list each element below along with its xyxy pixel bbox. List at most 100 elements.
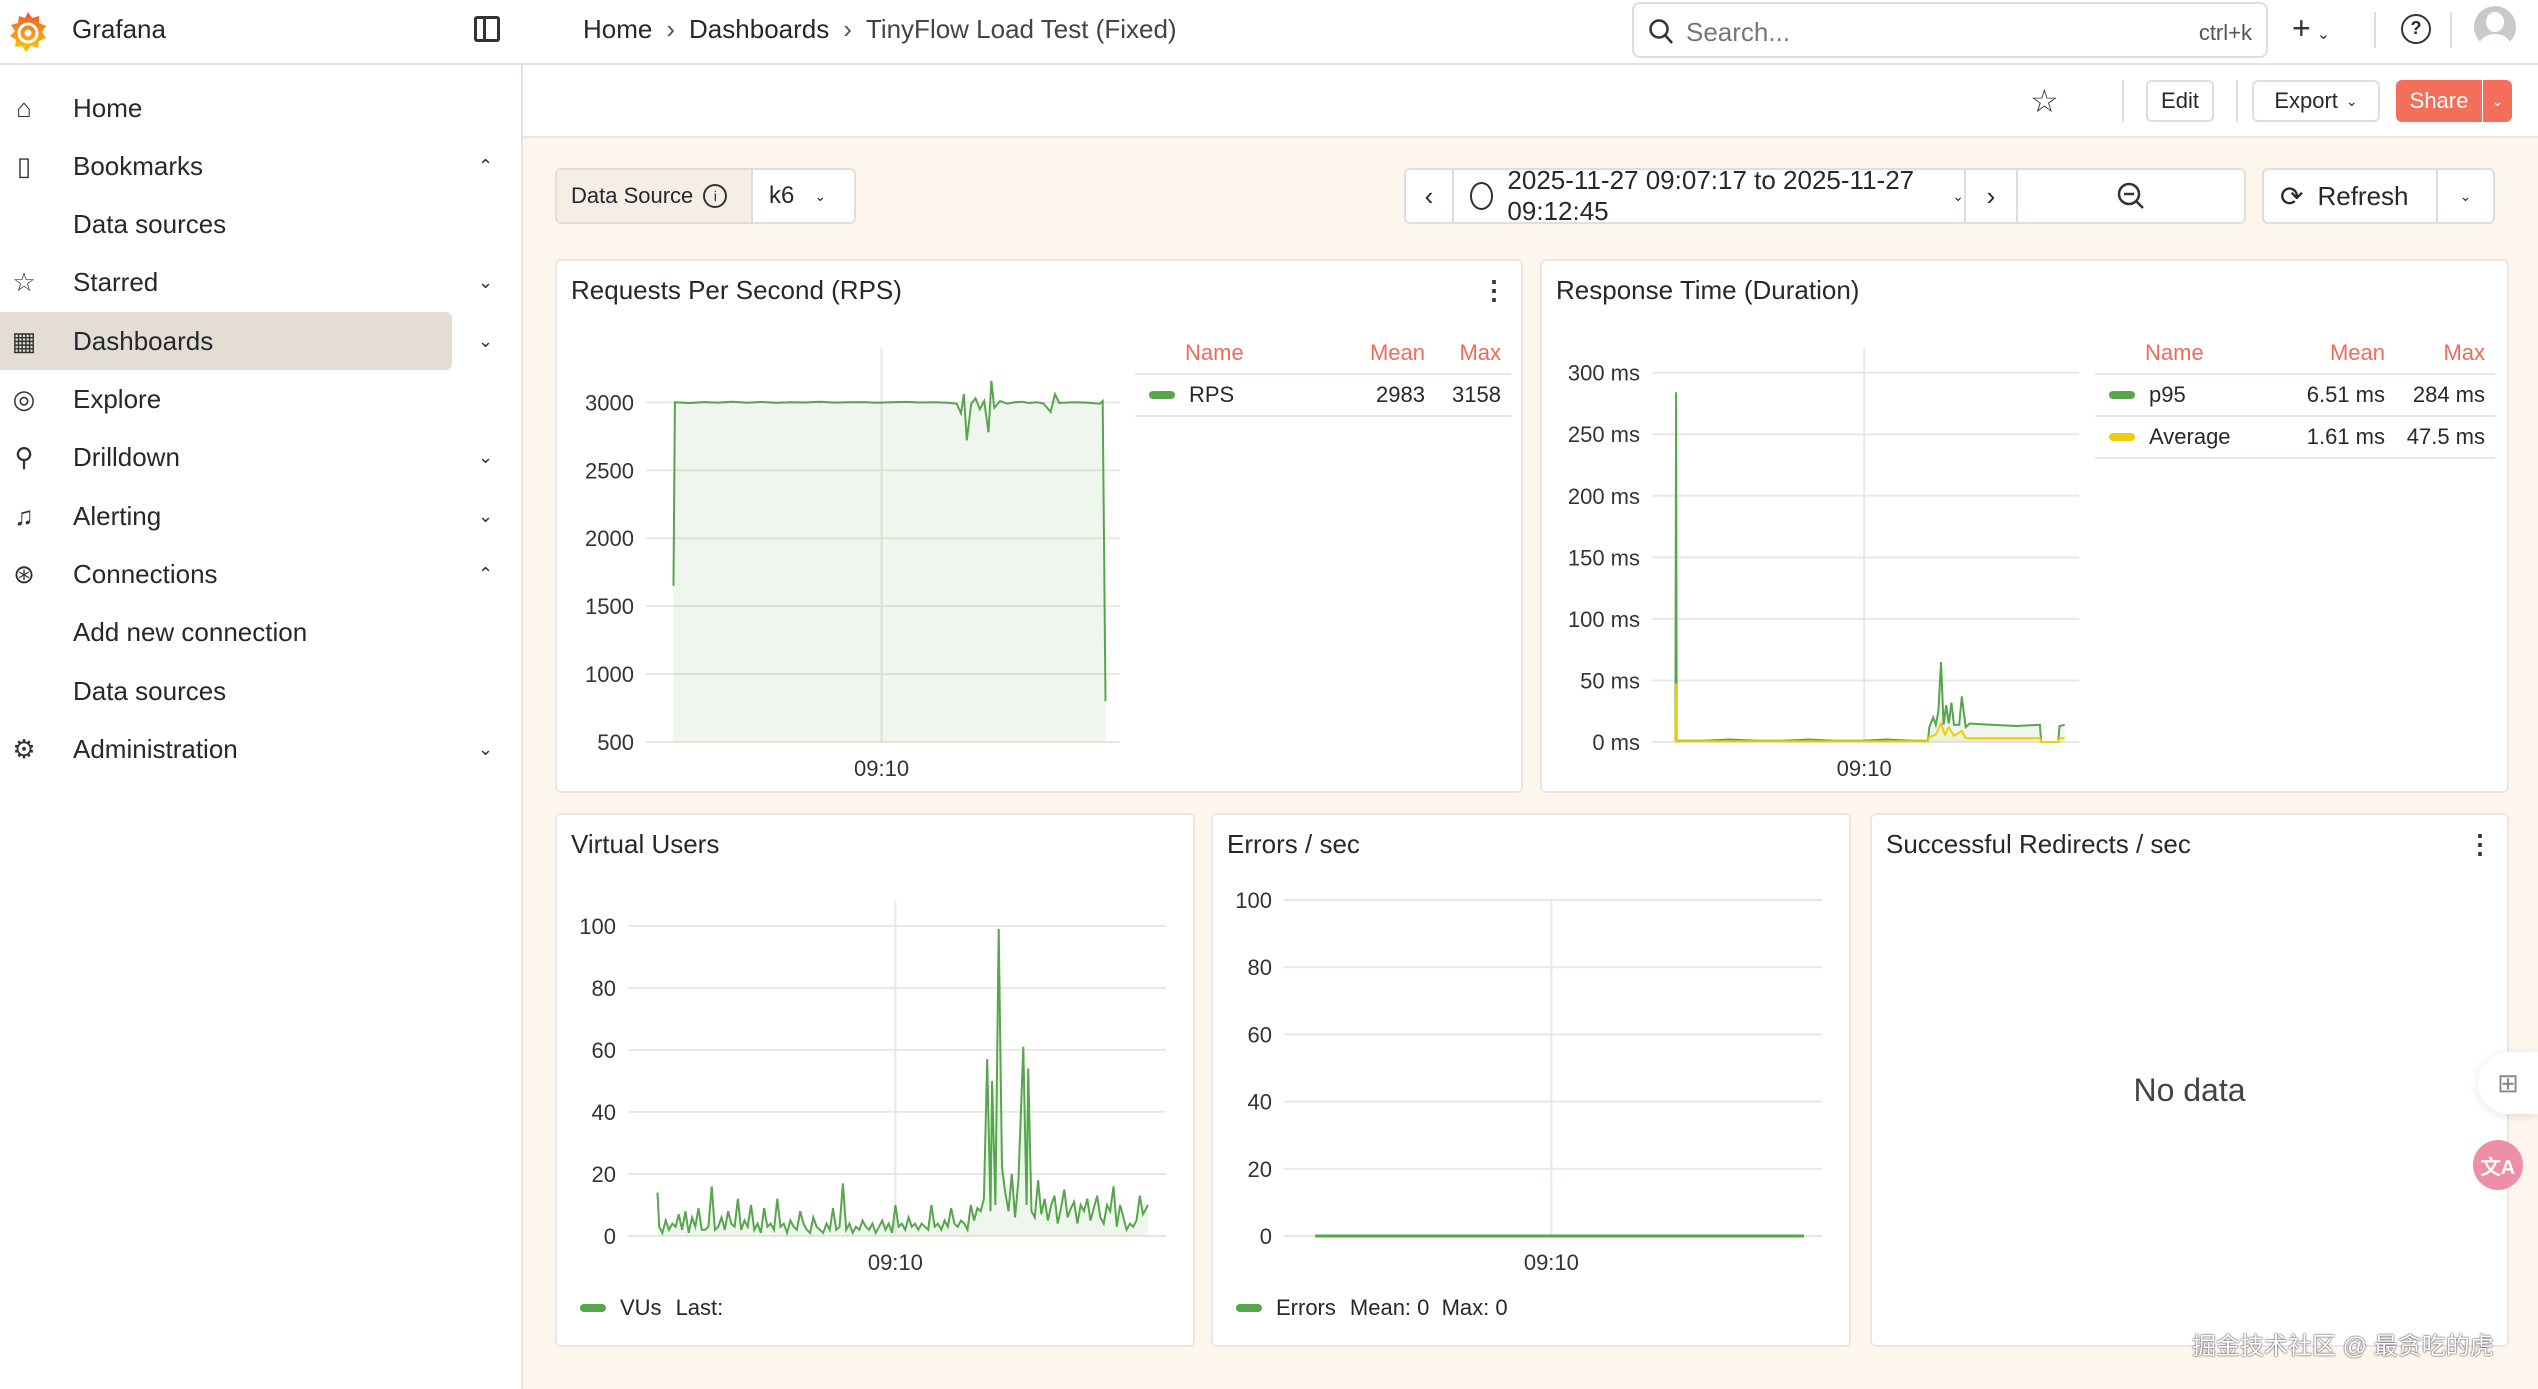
panel-menu-icon[interactable]: ⋮ <box>2467 829 2493 859</box>
new-plus-icon[interactable]: + ⌄ <box>2292 10 2331 46</box>
sidebar-item-alerting[interactable]: ♫ Alerting ⌄ <box>0 487 493 545</box>
chevron-down-icon[interactable]: ⌄ <box>478 447 494 468</box>
export-button[interactable]: Export ⌄ <box>2252 80 2380 122</box>
y-tick-label: 40 <box>1248 1090 1272 1115</box>
panel-virtual-users: Virtual Users 0 20 40 60 80 100 09:10 VUs Last: <box>555 813 1195 1347</box>
legend-row[interactable]: p95 6.51 ms 284 ms <box>2095 375 2495 417</box>
divider <box>2374 12 2376 48</box>
search-shortcut: ctrl+k <box>2198 20 2252 45</box>
virtual-users-chart: 0 20 40 60 80 100 09:10 <box>579 901 1166 1275</box>
time-range-value: 2025-11-27 09:07:17 to 2025-11-27 09:12:… <box>1507 165 1915 226</box>
avatar[interactable] <box>2474 6 2516 48</box>
series-line-p95[interactable] <box>1674 392 2065 743</box>
legend-row[interactable]: Average 1.61 ms 47.5 ms <box>2095 417 2495 459</box>
y-tick-label: 50 ms <box>1580 668 1640 693</box>
sidebar-item-label: Home <box>73 92 143 123</box>
series-color-swatch <box>2109 433 2135 441</box>
panel-title: Requests Per Second (RPS) <box>571 275 902 305</box>
y-tick-label: 0 <box>604 1224 616 1249</box>
zoom-out-icon[interactable] <box>2018 170 2244 222</box>
search-input[interactable]: Search... ctrl+k <box>1632 2 2268 58</box>
legend-header-mean[interactable]: Mean <box>2329 340 2385 365</box>
translate-widget-icon[interactable]: 文A <box>2473 1140 2523 1190</box>
sidebar-item-starred[interactable]: ☆ Starred ⌄ <box>0 254 493 312</box>
sidebar-item-label: Add new connection <box>73 617 308 648</box>
sidebar-item-administration[interactable]: ⚙ Administration ⌄ <box>0 720 493 778</box>
chevron-down-icon: ⌄ <box>1952 187 1964 204</box>
legend-header-max[interactable]: Max <box>2443 340 2485 365</box>
sidebar-item-label: Alerting <box>73 500 162 531</box>
legend-header-name[interactable]: Name <box>1185 340 1244 365</box>
datasource-variable: Data Source i k6 ⌄ <box>555 168 856 224</box>
sidebar-item-dashboards[interactable]: ▦ Dashboards ⌄ <box>0 312 493 371</box>
legend-header-max[interactable]: Max <box>1459 340 1501 365</box>
share-dropdown-chevron-icon[interactable]: ⌄ <box>2483 80 2512 122</box>
chevron-down-icon[interactable]: ⌄ <box>478 505 494 526</box>
sidebar <box>0 65 523 1389</box>
series-line-average[interactable] <box>1674 683 2065 743</box>
share-button[interactable]: Share <box>2396 80 2482 122</box>
chevron-down-icon[interactable]: ⌄ <box>478 272 494 293</box>
refresh-label: Refresh <box>2317 180 2409 211</box>
breadcrumb-dashboards[interactable]: Dashboards <box>689 14 830 44</box>
chevron-up-icon[interactable]: ⌃ <box>478 155 494 176</box>
refresh-icon: ⟳ <box>2280 180 2304 212</box>
home-icon: ⌂ <box>16 92 32 123</box>
edit-button[interactable]: Edit <box>2146 80 2214 122</box>
legend-header-mean[interactable]: Mean <box>1369 340 1425 365</box>
series-area-vus <box>657 928 1148 1236</box>
panel-title: Successful Redirects / sec <box>1886 829 2191 859</box>
breadcrumb: Home › Dashboards › TinyFlow Load Test (Fi… <box>583 14 1177 45</box>
legend-stats: Mean: 0 Max: 0 <box>1349 1295 1508 1320</box>
legend-row[interactable]: RPS 2983 3158 <box>1135 375 1511 417</box>
legend-header-name[interactable]: Name <box>2145 340 2204 365</box>
series-color-swatch <box>1149 391 1175 399</box>
star-icon[interactable]: ☆ <box>2030 83 2059 119</box>
help-icon[interactable]: ? <box>2401 14 2431 44</box>
compass-icon: ◎ <box>12 384 36 414</box>
y-tick-label: 2500 <box>585 458 634 483</box>
sidebar-item-drilldown[interactable]: ⚲ Drilldown ⌄ <box>0 429 493 487</box>
no-data-message: No data <box>2133 1071 2246 1108</box>
datasource-select[interactable]: k6 ⌄ <box>753 170 854 222</box>
y-tick-label: 100 <box>1235 888 1272 913</box>
errors-legend[interactable]: Errors Mean: 0 Max: 0 <box>1236 1295 1508 1321</box>
time-range-button[interactable]: 2025-11-27 09:07:17 to 2025-11-27 09:12:… <box>1454 165 1966 226</box>
rps-legend: Name Mean Max RPS 2983 3158 <box>1135 333 1511 417</box>
breadcrumb-home[interactable]: Home <box>583 14 653 44</box>
chevron-down-icon[interactable]: ⌄ <box>478 330 494 351</box>
y-tick-label: 300 ms <box>1568 361 1640 386</box>
series-area-p95 <box>1675 392 2065 742</box>
refresh-interval-chevron-icon[interactable]: ⌄ <box>2459 187 2472 204</box>
panel-menu-icon[interactable]: ⋮ <box>1481 275 1507 305</box>
vu-legend[interactable]: VUs Last: <box>580 1295 723 1321</box>
sidebar-item-data-sources[interactable]: Data sources <box>0 662 452 720</box>
response-time-chart: 0 ms 50 ms 100 ms 150 ms 200 ms 250 ms 300 ms 0… <box>1568 348 2079 781</box>
series-line-rps[interactable] <box>672 380 1107 702</box>
apps-widget-icon[interactable]: ⊞ <box>2478 1052 2538 1114</box>
sidebar-item-bookmarks[interactable]: ▯ Bookmarks ⌃ <box>0 137 493 195</box>
grafana-logo-icon[interactable] <box>8 10 48 54</box>
chevron-down-icon[interactable]: ⌄ <box>478 738 494 759</box>
sidebar-item-explore[interactable]: ◎ Explore <box>0 371 452 429</box>
chevron-up-icon[interactable]: ⌃ <box>478 563 494 584</box>
datasource-label: Data Source <box>571 183 694 208</box>
info-icon[interactable]: i <box>703 184 728 208</box>
legend-stats: Last: <box>675 1295 724 1320</box>
y-tick-label: 80 <box>1248 955 1272 980</box>
sidebar-item-home[interactable]: ⌂ Home <box>0 79 452 137</box>
legend-series-name: VUs <box>620 1295 662 1320</box>
dock-menu-icon[interactable] <box>474 16 500 42</box>
legend-mean: 1.61 ms <box>2306 424 2385 449</box>
refresh-button[interactable]: ⟳ Refresh <box>2264 170 2438 222</box>
time-forward-chevron-icon[interactable]: › <box>1966 170 2018 222</box>
sidebar-item-data-sources[interactable]: Data sources <box>0 196 452 254</box>
y-tick-label: 20 <box>592 1162 616 1187</box>
time-back-chevron-icon[interactable]: ‹ <box>1406 170 1454 222</box>
series-line-vus[interactable] <box>656 928 1149 1237</box>
sidebar-item-add-new-connection[interactable]: Add new connection <box>0 604 452 662</box>
export-label: Export <box>2274 88 2338 113</box>
bell-icon: ♫ <box>14 500 34 531</box>
sidebar-item-connections[interactable]: ⊛ Connections ⌃ <box>0 545 493 603</box>
sidebar-item-label: Drilldown <box>73 442 180 473</box>
